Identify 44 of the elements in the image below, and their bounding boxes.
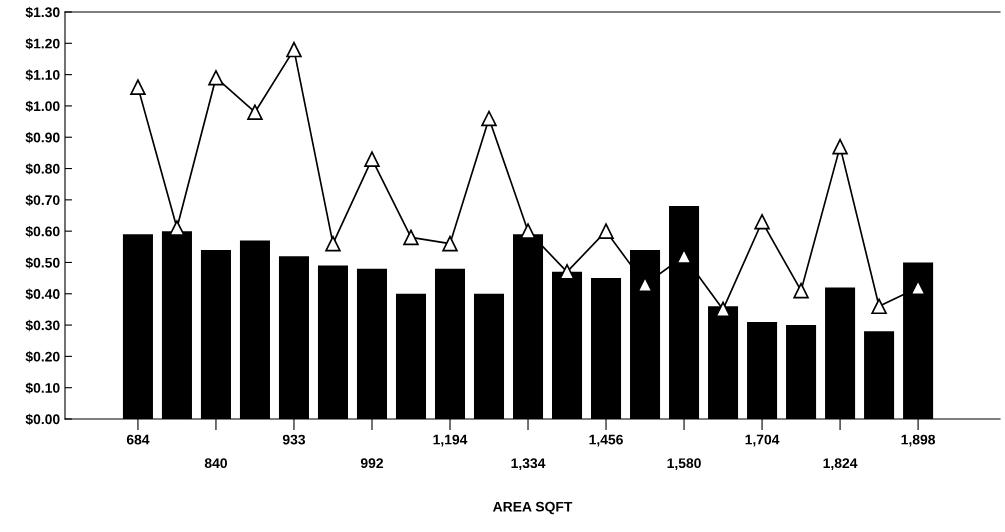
point [325, 235, 341, 252]
point [169, 220, 185, 236]
y-tick-label: $0.90 [25, 131, 60, 144]
y-tick-label: $0.70 [25, 194, 60, 206]
x-tick-label: 1,194 [433, 434, 468, 447]
point [130, 79, 146, 95]
point [442, 235, 458, 252]
y-tick-label: $0.50 [25, 257, 60, 269]
y-tick-label: $0.60 [25, 225, 60, 238]
y-tick-label: $0.00 [25, 413, 60, 426]
x-tick-label: 992 [360, 458, 384, 469]
y-tick-label: $0.20 [25, 351, 60, 363]
point [832, 138, 848, 155]
x-tick-label: 1,704 [745, 434, 780, 447]
point [403, 229, 419, 246]
point [754, 213, 770, 230]
y-tick-label: $0.80 [25, 163, 60, 175]
y-tick-label: $1.00 [25, 100, 60, 112]
point [364, 151, 380, 167]
x-tick-label: 840 [204, 458, 227, 469]
point [520, 223, 536, 239]
x-axis-title: AREA SQFT [492, 501, 573, 515]
point [598, 223, 614, 239]
point [871, 298, 887, 315]
y-tick-label: $0.40 [25, 288, 60, 300]
y-tick-label: $1.30 [25, 6, 60, 19]
point [247, 104, 263, 120]
x-tick-label: 1,824 [823, 458, 858, 471]
x-tick-label: 933 [282, 434, 306, 445]
y-tick-label: $1.10 [25, 69, 60, 81]
y-tick-label: $0.30 [25, 319, 60, 332]
y-tick-label: $0.10 [25, 382, 60, 394]
point [793, 282, 809, 299]
y-tick-label: $1.20 [25, 38, 60, 50]
point [715, 301, 731, 318]
point [481, 110, 497, 127]
point [208, 69, 224, 86]
point [286, 41, 302, 58]
x-tick-label: 684 [126, 434, 150, 445]
x-tick-label: 1,898 [901, 434, 936, 447]
x-tick-label: 1,456 [589, 434, 623, 447]
x-tick-label: 1,334 [511, 458, 546, 471]
point [559, 264, 575, 280]
x-tick-label: 1,580 [667, 458, 701, 471]
